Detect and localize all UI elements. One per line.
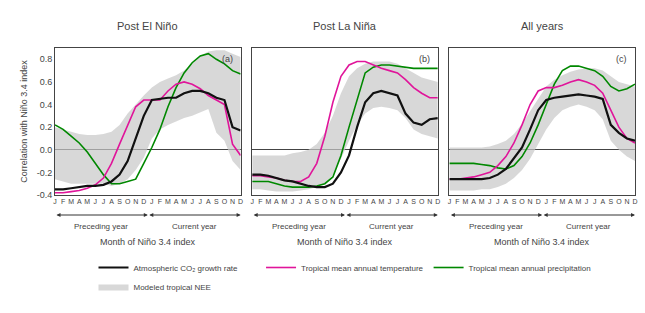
svg-text:Tropical mean annual precipita: Tropical mean annual precipitation (469, 264, 591, 273)
svg-text:Current year: Current year (369, 222, 414, 231)
svg-text:(b): (b) (419, 54, 430, 64)
svg-text:Atmospheric CO₂ growth rate: Atmospheric CO₂ growth rate (134, 264, 239, 273)
svg-text:Preceding year: Preceding year (469, 222, 523, 231)
svg-text:J: J (199, 198, 203, 205)
svg-text:J: J (150, 198, 154, 205)
svg-text:F: F (552, 198, 556, 205)
svg-text:(a): (a) (222, 54, 233, 64)
svg-text:A: A (306, 198, 311, 205)
svg-text:Modeled tropical NEE: Modeled tropical NEE (134, 283, 211, 292)
svg-text:M: M (362, 198, 368, 205)
svg-text:J: J (496, 198, 500, 205)
svg-text:J: J (299, 198, 303, 205)
svg-text:Month of Niño 3.4 index: Month of Niño 3.4 index (297, 237, 393, 247)
svg-text:M: M (576, 198, 582, 205)
svg-text:M: M (68, 198, 74, 205)
svg-text:N: N (624, 198, 629, 205)
svg-text:F: F (455, 198, 459, 205)
svg-text:S: S (608, 198, 613, 205)
svg-text:Post El Niño: Post El Niño (117, 20, 178, 32)
svg-text:S: S (117, 198, 122, 205)
svg-text:J: J (544, 198, 548, 205)
svg-text:N: N (230, 198, 235, 205)
svg-text:-0.4: -0.4 (37, 190, 53, 200)
svg-text:O: O (519, 198, 525, 205)
svg-text:F: F (355, 198, 359, 205)
svg-text:M: M (165, 198, 171, 205)
svg-text:A: A (206, 198, 211, 205)
svg-text:M: M (84, 198, 90, 205)
svg-text:N: N (528, 198, 533, 205)
svg-text:-0.2: -0.2 (37, 168, 53, 178)
svg-text:S: S (411, 198, 416, 205)
svg-text:O: O (125, 198, 131, 205)
svg-text:J: J (94, 198, 98, 205)
svg-text:0.4: 0.4 (40, 100, 53, 110)
svg-text:A: A (371, 198, 376, 205)
svg-text:J: J (190, 198, 194, 205)
svg-text:Month of Niño 3.4 index: Month of Niño 3.4 index (494, 237, 590, 247)
svg-text:A: A (504, 198, 509, 205)
svg-text:O: O (419, 198, 425, 205)
svg-text:A: A (471, 198, 476, 205)
svg-text:All years: All years (521, 20, 564, 32)
svg-text:Preceding year: Preceding year (74, 222, 128, 231)
svg-text:J: J (396, 198, 400, 205)
svg-text:(c): (c) (616, 54, 627, 64)
svg-text:J: J (102, 198, 106, 205)
svg-text:J: J (593, 198, 597, 205)
svg-text:M: M (559, 198, 565, 205)
svg-text:N: N (427, 198, 432, 205)
svg-text:A: A (77, 198, 82, 205)
svg-text:F: F (61, 198, 65, 205)
svg-text:F: F (158, 198, 162, 205)
svg-text:O: O (616, 198, 622, 205)
svg-text:S: S (214, 198, 219, 205)
svg-text:A: A (600, 198, 605, 205)
svg-text:Month of Niño 3.4 index: Month of Niño 3.4 index (100, 237, 196, 247)
svg-text:M: M (378, 198, 384, 205)
svg-text:D: D (238, 198, 243, 205)
svg-text:D: D (338, 198, 343, 205)
svg-text:A: A (109, 198, 114, 205)
svg-text:J: J (448, 198, 452, 205)
svg-text:D: D (141, 198, 146, 205)
svg-text:O: O (322, 198, 328, 205)
svg-text:J: J (291, 198, 295, 205)
svg-text:N: N (133, 198, 138, 205)
svg-text:J: J (53, 198, 57, 205)
svg-text:M: M (282, 198, 288, 205)
svg-text:M: M (463, 198, 469, 205)
svg-text:A: A (174, 198, 179, 205)
svg-text:0.2: 0.2 (40, 122, 53, 132)
svg-text:J: J (250, 198, 254, 205)
svg-text:N: N (330, 198, 335, 205)
svg-text:J: J (585, 198, 589, 205)
svg-text:F: F (258, 198, 262, 205)
svg-text:A: A (403, 198, 408, 205)
svg-text:A: A (568, 198, 573, 205)
svg-text:Correlation with Niño 3.4 inde: Correlation with Niño 3.4 index (19, 60, 29, 183)
svg-text:Preceding year: Preceding year (272, 222, 326, 231)
svg-text:O: O (222, 198, 228, 205)
svg-text:M: M (265, 198, 271, 205)
svg-text:M: M (479, 198, 485, 205)
svg-text:M: M (181, 198, 187, 205)
svg-text:A: A (274, 198, 279, 205)
svg-text:0.0: 0.0 (40, 145, 53, 155)
svg-text:Post La Niña: Post La Niña (313, 20, 377, 32)
svg-text:J: J (347, 198, 351, 205)
svg-text:S: S (314, 198, 319, 205)
svg-text:D: D (632, 198, 637, 205)
svg-text:Current year: Current year (172, 222, 217, 231)
svg-text:D: D (435, 198, 440, 205)
svg-text:J: J (488, 198, 492, 205)
svg-text:0.8: 0.8 (40, 54, 53, 64)
svg-text:0.6: 0.6 (40, 77, 53, 87)
svg-text:S: S (512, 198, 517, 205)
svg-text:Current year: Current year (566, 222, 611, 231)
svg-text:D: D (536, 198, 541, 205)
svg-text:J: J (388, 198, 392, 205)
svg-text:Tropical mean annual temperatu: Tropical mean annual temperature (301, 264, 424, 273)
